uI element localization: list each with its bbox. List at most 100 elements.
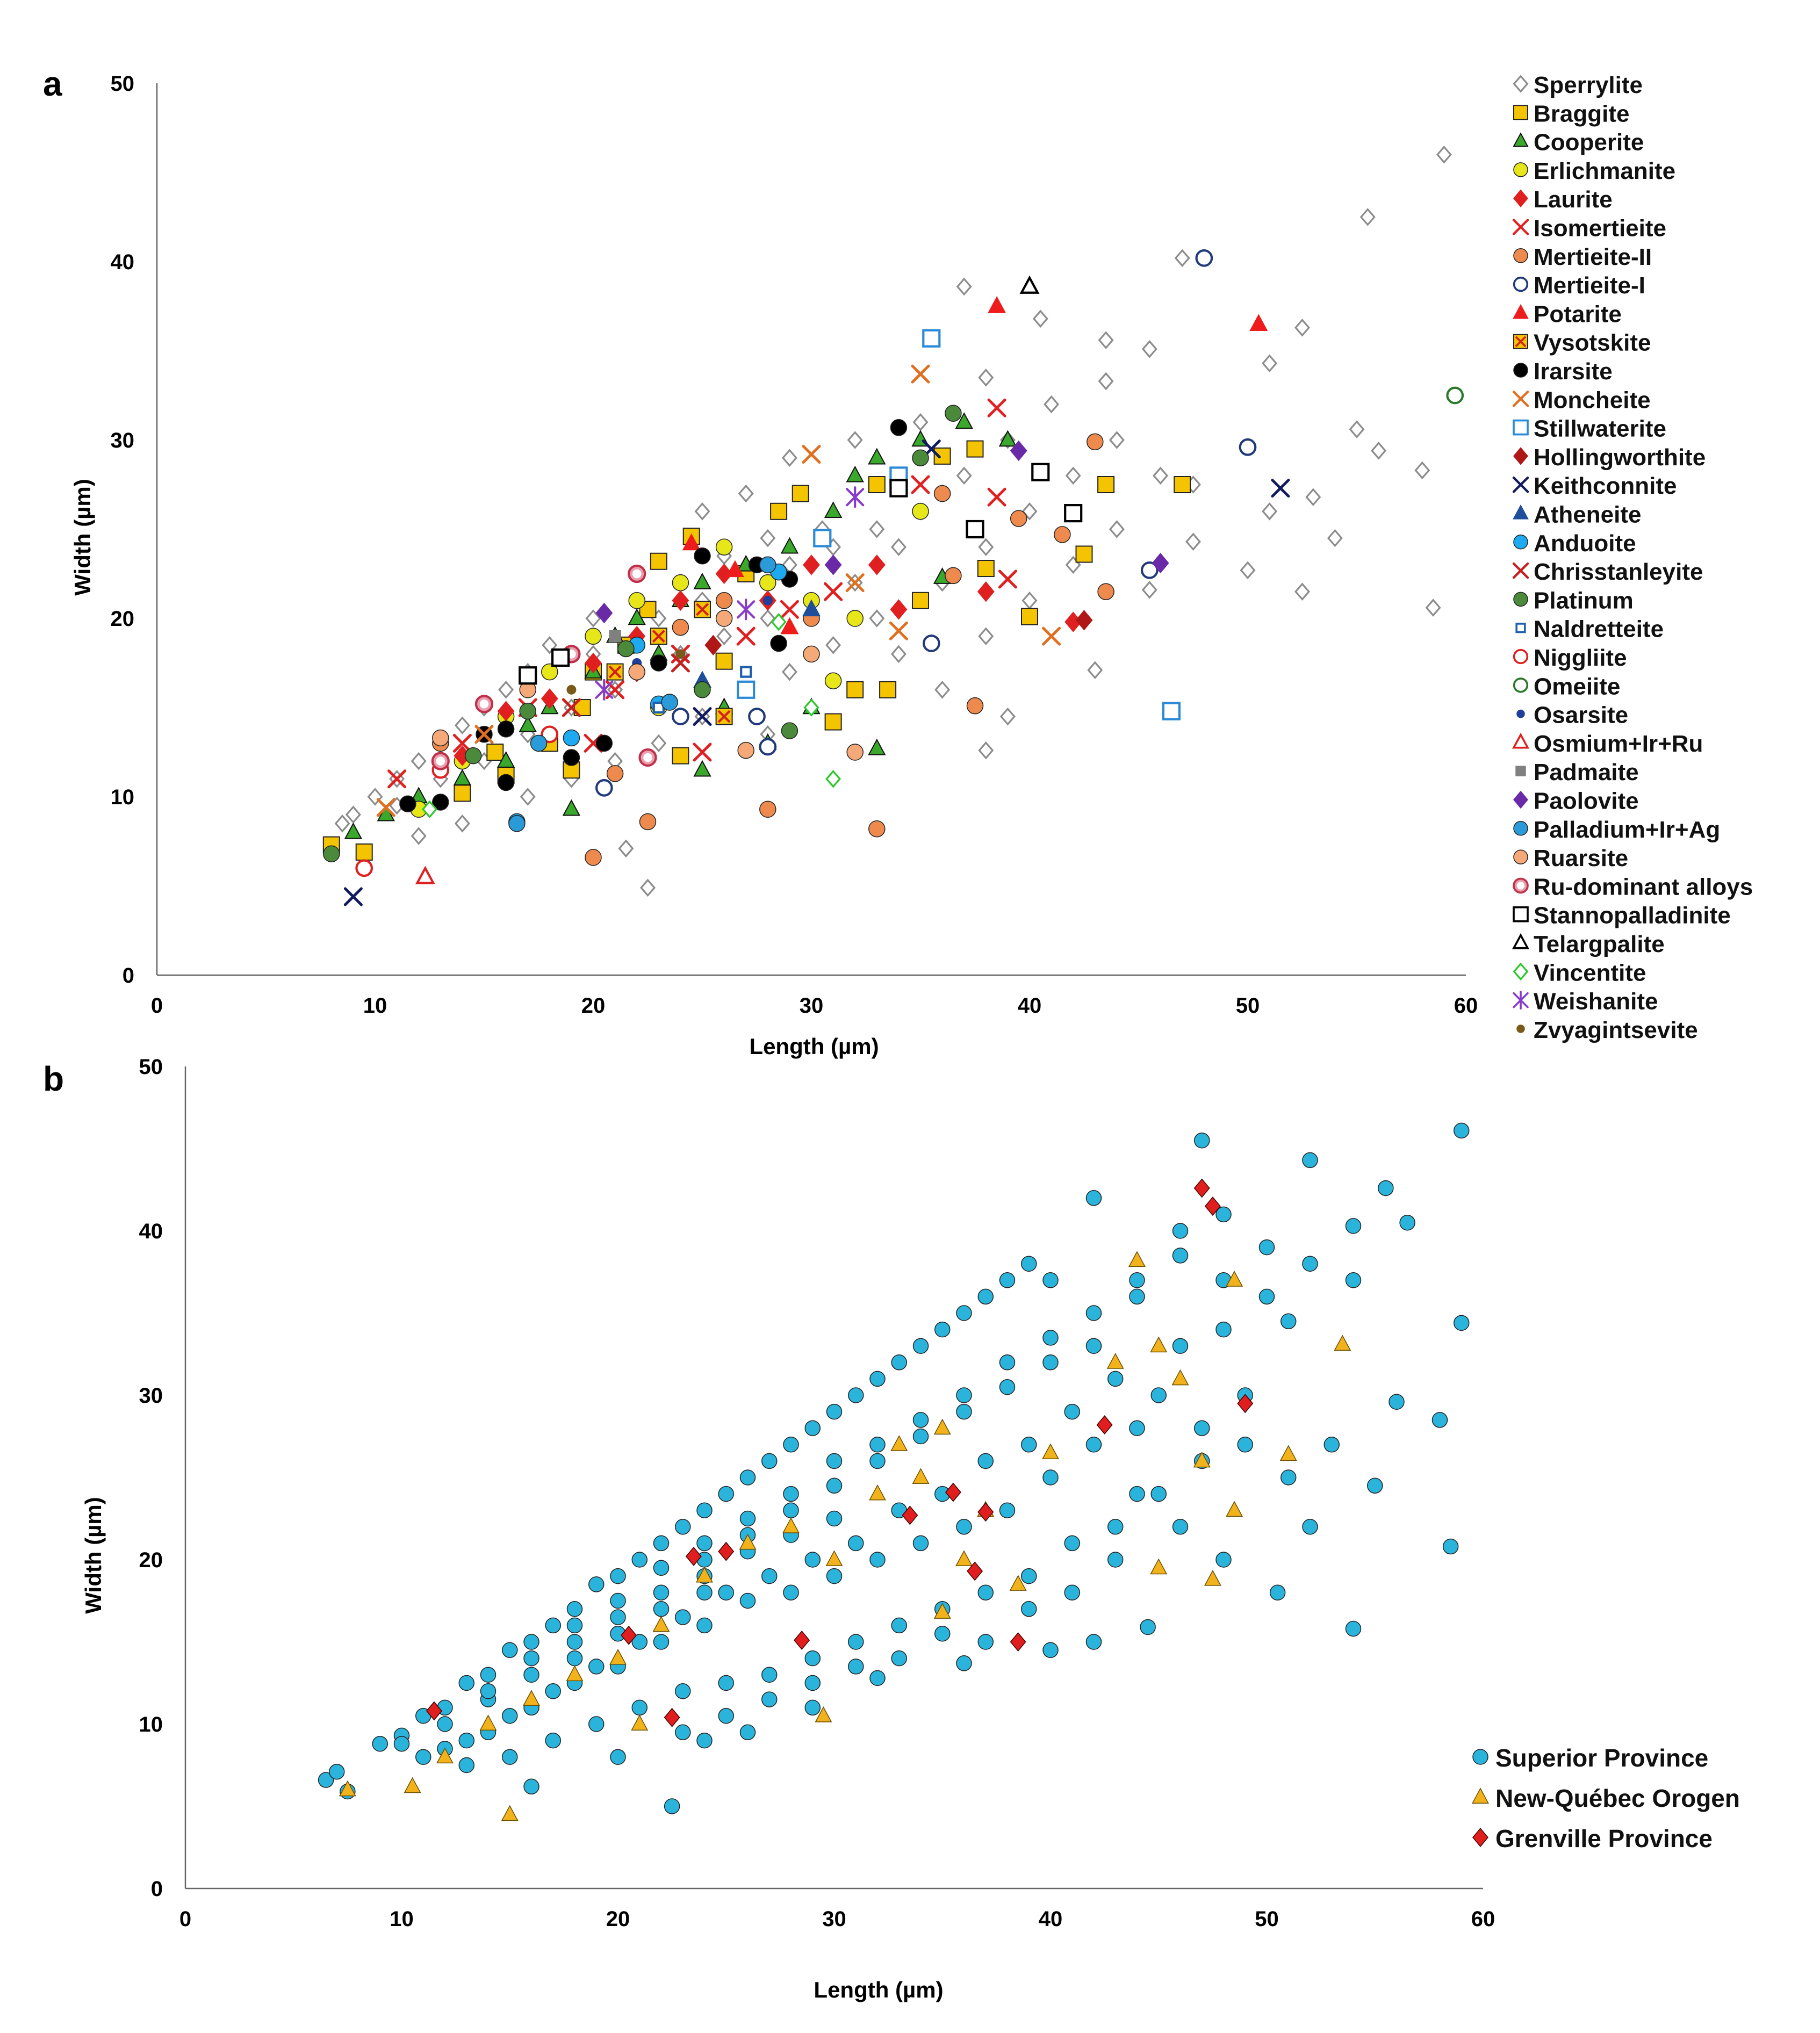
data-point-erlichmanite (541, 663, 558, 681)
data-point-platinum (617, 640, 635, 658)
data-point-sperrylite (1425, 599, 1441, 617)
data-point-superior-province (1107, 1552, 1124, 1568)
data-point-superior-province (826, 1477, 843, 1494)
data-point-new-qu-bec-orogen (1204, 1570, 1221, 1586)
data-point-mertieite-ii (715, 592, 733, 609)
data-point-sperrylite (618, 839, 634, 858)
x-tick-label: 10 (363, 994, 387, 1018)
data-point-irarsite (770, 635, 787, 652)
data-point-braggite (1097, 476, 1115, 493)
legend-marker-icon (1516, 709, 1525, 718)
legend-item: Palladium+Ir+Ag (1513, 817, 1720, 843)
data-point-superior-province (1085, 1305, 1102, 1321)
data-point-laurite (977, 581, 995, 602)
data-point-new-qu-bec-orogen (1128, 1251, 1146, 1267)
data-point-superior-province (1042, 1354, 1059, 1371)
data-point-sperrylite (1153, 466, 1169, 485)
data-point-superior-province (1258, 1288, 1275, 1305)
data-point-superior-province (1085, 1634, 1102, 1650)
data-point-superior-province (1215, 1552, 1232, 1568)
data-point-superior-province (610, 1592, 626, 1609)
data-point-superior-province (545, 1617, 561, 1634)
legend-item: Cooperite (1513, 129, 1644, 156)
data-point-braggite (650, 552, 667, 570)
legend-marker-icon (1513, 189, 1528, 207)
panel-b: b 0 10 20 30 40 50 60 0 10 20 30 40 50 Length (µm) W… (43, 1055, 1740, 2002)
data-point-superior-province (956, 1387, 972, 1403)
data-point-mertieite-ii (933, 485, 951, 502)
data-point-superior-province (458, 1732, 474, 1749)
data-point-vincentite (825, 770, 841, 788)
data-point-grenville-province (1010, 1632, 1026, 1652)
data-point-superior-province (1302, 1256, 1318, 1272)
data-point-grenville-province (1237, 1394, 1254, 1414)
x-tick-label: 60 (1454, 994, 1478, 1018)
legend-item: Moncheite (1512, 387, 1651, 413)
data-point-grenville-province (945, 1482, 961, 1502)
panel-b-legend: Superior Province New-Québec Orogen Grenvi… (1472, 1744, 1740, 1852)
data-point-new-qu-bec-orogen (404, 1777, 421, 1793)
data-point-cooperite (846, 465, 864, 482)
legend-marker-icon (1513, 105, 1528, 120)
data-point-isomertieite (736, 626, 756, 646)
legend-marker-icon (1512, 477, 1529, 493)
data-point-superior-province (675, 1519, 691, 1535)
legend-marker-icon (1513, 162, 1528, 177)
data-point-superior-province (1021, 1437, 1037, 1453)
legend-item: Potarite (1513, 301, 1622, 327)
data-point-superior-province (1323, 1437, 1340, 1453)
y-tick-label: 10 (111, 785, 135, 809)
data-point-superior-province (588, 1716, 605, 1732)
x-tick-label: 50 (1236, 994, 1260, 1018)
data-point-sperrylite (1327, 529, 1343, 547)
legend-marker-icon (1513, 276, 1529, 292)
legend-marker-icon (1513, 991, 1529, 1010)
data-point-cooperite (693, 760, 711, 777)
data-point-ruarsite (628, 663, 645, 681)
data-point-braggite (1021, 608, 1038, 625)
data-point-weishanite (737, 599, 756, 621)
data-point-superior-province (956, 1655, 972, 1671)
data-point-irarsite (497, 720, 515, 738)
data-point-vysotskite (715, 708, 733, 725)
data-point-superior-province (1021, 1568, 1037, 1584)
data-point-superior-province (545, 1683, 561, 1699)
data-point-superior-province (653, 1601, 670, 1617)
data-point-superior-province (1042, 1469, 1059, 1486)
data-point-grenville-province (426, 1701, 442, 1721)
data-point-superior-province (869, 1437, 886, 1453)
data-point-superior-province (804, 1650, 821, 1667)
data-point-superior-province (1367, 1477, 1383, 1494)
data-point-sperrylite (334, 814, 350, 833)
data-point-sperrylite (1349, 420, 1365, 438)
legend-item: Niggliite (1513, 645, 1627, 671)
data-point-superior-province (1172, 1223, 1189, 1239)
y-tick-label: 20 (111, 607, 135, 631)
data-point-ru-dominant-alloys (562, 645, 581, 664)
data-point-platinum (912, 449, 929, 466)
data-point-grenville-province (794, 1630, 810, 1650)
legend-item: Keithconnite (1512, 473, 1677, 499)
panel-b-points (318, 1122, 1470, 1821)
legend-label: Cooperite (1534, 129, 1644, 156)
data-point-superior-province (502, 1642, 518, 1659)
data-point-superior-province (1237, 1437, 1253, 1453)
data-point-mertieite-i (595, 779, 613, 797)
data-point-mertieite-ii (1087, 433, 1104, 451)
legend-label: Stillwaterite (1534, 416, 1666, 442)
data-point-cooperite (344, 822, 363, 839)
data-point-superior-province (696, 1617, 713, 1634)
legend-label: Isomertieite (1534, 215, 1666, 242)
legend-marker-icon (1513, 132, 1529, 147)
data-point-new-qu-bec-orogen (955, 1550, 973, 1566)
data-point-new-qu-bec-orogen (1009, 1575, 1027, 1591)
data-point-superior-province (653, 1634, 670, 1650)
data-point-paolovite (1010, 440, 1027, 462)
data-point-naldretteite (740, 666, 752, 678)
data-point-vysotskite (650, 628, 667, 645)
legend-label: Sperrylite (1534, 72, 1643, 98)
legend-label: Osmium+Ir+Ru (1534, 731, 1703, 757)
y-tick-label: 30 (139, 1384, 163, 1408)
data-point-new-qu-bec-orogen (631, 1714, 649, 1731)
data-point-superior-province (826, 1568, 843, 1584)
